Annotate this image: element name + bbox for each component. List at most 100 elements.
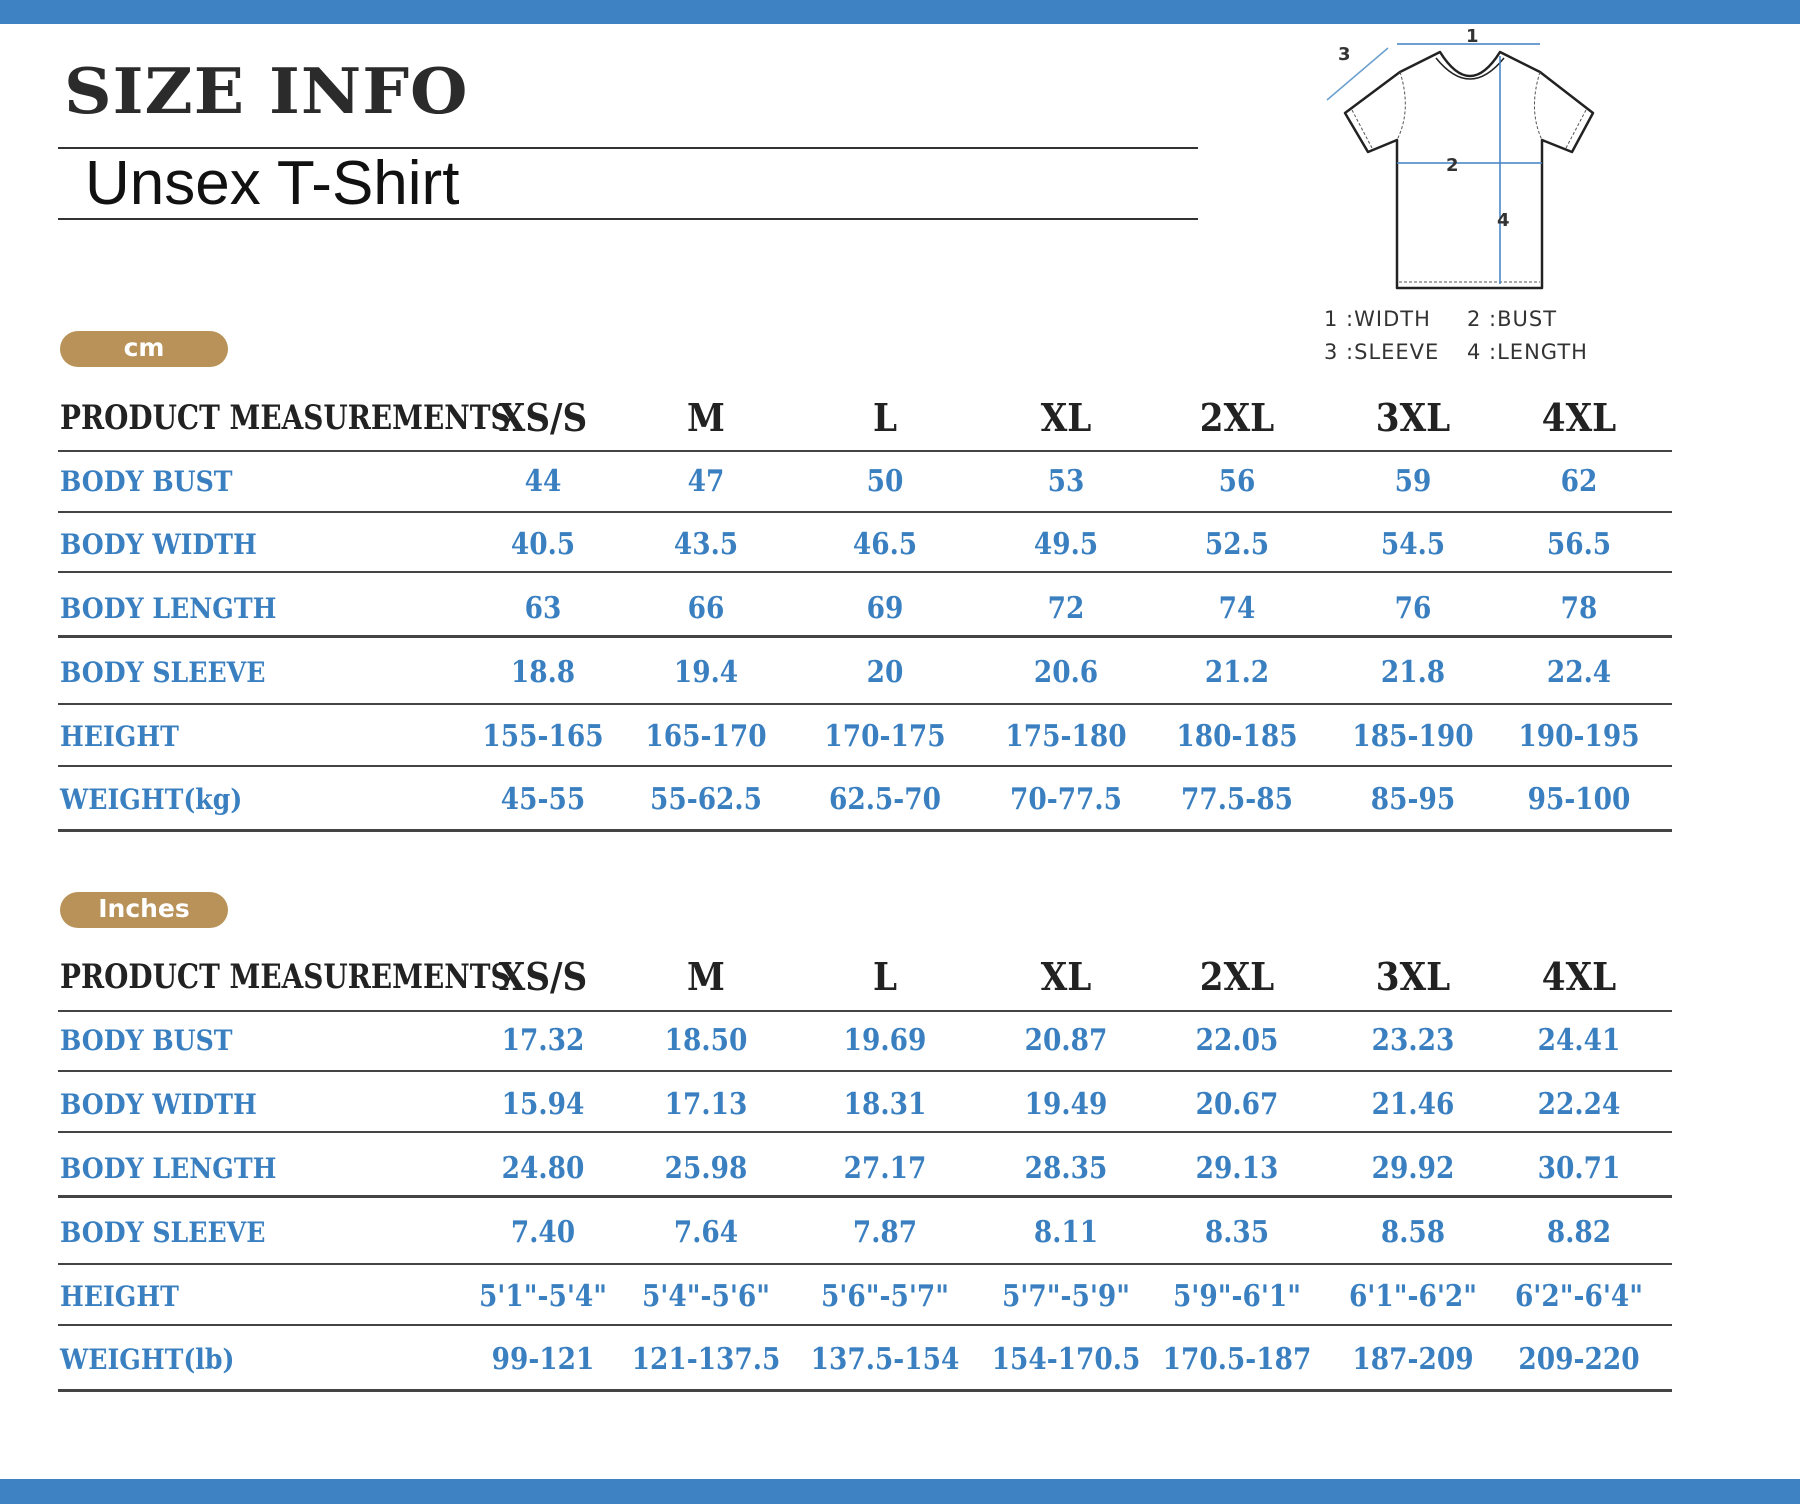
table-row: BODY LENGTH 24.80 25.98 27.17 28.35 29.13 29.9… — [58, 1147, 1672, 1191]
table-row: BODY SLEEVE 7.40 7.64 7.87 8.11 8.35 8.58 8.82 — [58, 1211, 1672, 1255]
table-cell: 20.87 — [1024, 1023, 1108, 1058]
table-cell: 19.69 — [843, 1023, 927, 1058]
marker-3: 3 — [1338, 44, 1351, 65]
table-cell: 77.5-85 — [1180, 782, 1293, 817]
size-header: XS/S — [498, 395, 588, 440]
row-label: BODY WIDTH — [60, 1088, 257, 1121]
table-cell: 21.2 — [1204, 655, 1270, 690]
size-header: L — [872, 954, 898, 999]
table-cell: 165-170 — [645, 719, 767, 754]
table-cell: 5'6"-5'7" — [820, 1279, 950, 1314]
legend-bust: 2 :BUST — [1467, 307, 1557, 331]
table-cell: 55-62.5 — [649, 782, 762, 817]
table-header-row: PRODUCT MEASUREMENTS XS/S M L XL 2XL 3XL 4XL — [58, 396, 1672, 440]
table-cell: 21.8 — [1380, 655, 1446, 690]
table-cell: 40.5 — [510, 527, 576, 562]
table-cell: 70-77.5 — [1009, 782, 1122, 817]
table-cell: 17.13 — [664, 1087, 748, 1122]
table-cell: 56.5 — [1546, 527, 1612, 562]
table-cell: 27.17 — [843, 1151, 927, 1186]
table-cell: 185-190 — [1352, 719, 1474, 754]
table-cell: 5'4"-5'6" — [641, 1279, 771, 1314]
table-cell: 187-209 — [1352, 1342, 1474, 1377]
table-cell: 45-55 — [500, 782, 586, 817]
table-row: BODY SLEEVE 18.8 19.4 20 20.6 21.2 21.8 22.4 — [58, 651, 1672, 695]
size-header: XL — [1040, 954, 1092, 999]
table-cell: 69 — [866, 591, 904, 626]
divider — [58, 218, 1198, 220]
row-divider — [58, 829, 1672, 832]
row-label: BODY SLEEVE — [60, 1216, 266, 1249]
table-cell: 47 — [687, 464, 725, 499]
table-cell: 6'1"-6'2" — [1348, 1279, 1478, 1314]
table-cell: 7.87 — [852, 1215, 918, 1250]
row-divider — [58, 450, 1672, 452]
row-divider — [58, 511, 1672, 513]
row-divider — [58, 703, 1672, 705]
header-label: PRODUCT MEASUREMENTS — [60, 398, 511, 438]
table-cell: 85-95 — [1370, 782, 1456, 817]
table-cell: 19.49 — [1024, 1087, 1108, 1122]
row-label: HEIGHT — [60, 1280, 179, 1313]
legend-length: 4 :LENGTH — [1467, 340, 1588, 364]
table-cell: 154-170.5 — [991, 1342, 1141, 1377]
header-label: PRODUCT MEASUREMENTS — [60, 957, 511, 997]
top-accent-bar — [0, 0, 1800, 24]
legend-sleeve: 3 :SLEEVE — [1324, 340, 1439, 364]
table-cell: 56 — [1218, 464, 1256, 499]
table-row: WEIGHT(kg) 45-55 55-62.5 62.5-70 70-77.5 77.5… — [58, 778, 1672, 822]
table-cell: 63 — [524, 591, 562, 626]
table-row: HEIGHT 5'1"-5'4" 5'4"-5'6" 5'6"-5'7" 5'7"-5'… — [58, 1275, 1672, 1319]
product-subtitle: Unsex T-Shirt — [85, 149, 460, 218]
table-cell: 7.64 — [673, 1215, 739, 1250]
table-cell: 23.23 — [1371, 1023, 1455, 1058]
table-cell: 170.5-187 — [1162, 1342, 1312, 1377]
table-cell: 20.67 — [1195, 1087, 1279, 1122]
table-cell: 6'2"-6'4" — [1514, 1279, 1644, 1314]
row-label: BODY LENGTH — [60, 592, 277, 625]
table-cell: 66 — [687, 591, 725, 626]
table-cell: 8.58 — [1380, 1215, 1446, 1250]
bottom-accent-bar — [0, 1479, 1800, 1504]
table-row: BODY LENGTH 63 66 69 72 74 76 78 — [58, 587, 1672, 631]
table-cell: 15.94 — [501, 1087, 585, 1122]
table-row: HEIGHT 155-165 165-170 170-175 175-180 180-18… — [58, 715, 1672, 759]
tshirt-measurement-diagram: 1 2 3 4 1 :WIDTH 2 :BUST 3 :SLEEVE 4 :LE… — [1324, 26, 1595, 364]
row-divider — [58, 1195, 1672, 1198]
table-cell: 209-220 — [1518, 1342, 1640, 1377]
table-cell: 62.5-70 — [828, 782, 941, 817]
table-cell: 137.5-154 — [810, 1342, 960, 1377]
size-header: 3XL — [1375, 395, 1451, 440]
row-label: BODY SLEEVE — [60, 656, 266, 689]
table-cell: 190-195 — [1518, 719, 1640, 754]
marker-1: 1 — [1466, 26, 1479, 47]
table-row: BODY WIDTH 15.94 17.13 18.31 19.49 20.67 21.46… — [58, 1083, 1672, 1127]
row-divider — [58, 1131, 1672, 1133]
row-label: BODY BUST — [60, 1024, 233, 1057]
row-label: HEIGHT — [60, 720, 179, 753]
legend-width: 1 :WIDTH — [1324, 307, 1431, 331]
table-cell: 18.50 — [664, 1023, 748, 1058]
row-label: WEIGHT(kg) — [60, 783, 243, 816]
table-cell: 49.5 — [1033, 527, 1099, 562]
table-cell: 29.13 — [1195, 1151, 1279, 1186]
table-cell: 8.11 — [1033, 1215, 1099, 1250]
table-cell: 50 — [866, 464, 904, 499]
sleeve-arrow — [1326, 47, 1389, 101]
row-label: BODY LENGTH — [60, 1152, 277, 1185]
table-cell: 170-175 — [824, 719, 946, 754]
unit-badge-cm: cm — [60, 331, 228, 367]
table-cell: 95-100 — [1527, 782, 1631, 817]
row-divider — [58, 635, 1672, 638]
size-header: 2XL — [1199, 395, 1275, 440]
size-header: 4XL — [1541, 395, 1617, 440]
table-cell: 43.5 — [673, 527, 739, 562]
row-label: BODY WIDTH — [60, 528, 257, 561]
size-header: 3XL — [1375, 954, 1451, 999]
table-cell: 24.41 — [1537, 1023, 1621, 1058]
table-cell: 72 — [1047, 591, 1085, 626]
marker-2: 2 — [1446, 155, 1459, 176]
size-header: 4XL — [1541, 954, 1617, 999]
table-cell: 46.5 — [852, 527, 918, 562]
table-row: BODY BUST 44 47 50 53 56 59 62 — [58, 460, 1672, 504]
